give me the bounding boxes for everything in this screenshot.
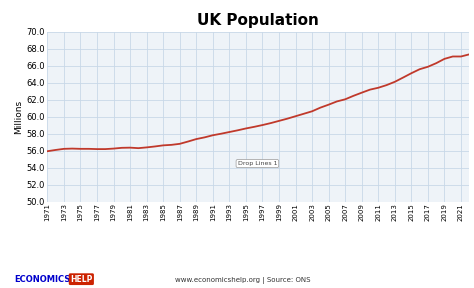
Y-axis label: Millions: Millions <box>14 100 23 134</box>
Title: UK Population: UK Population <box>197 13 319 28</box>
Text: Drop Lines 1: Drop Lines 1 <box>237 161 277 166</box>
Text: ECONOMICS: ECONOMICS <box>14 275 71 284</box>
Text: www.economicshelp.org | Source: ONS: www.economicshelp.org | Source: ONS <box>175 277 311 284</box>
Text: HELP: HELP <box>70 275 92 284</box>
